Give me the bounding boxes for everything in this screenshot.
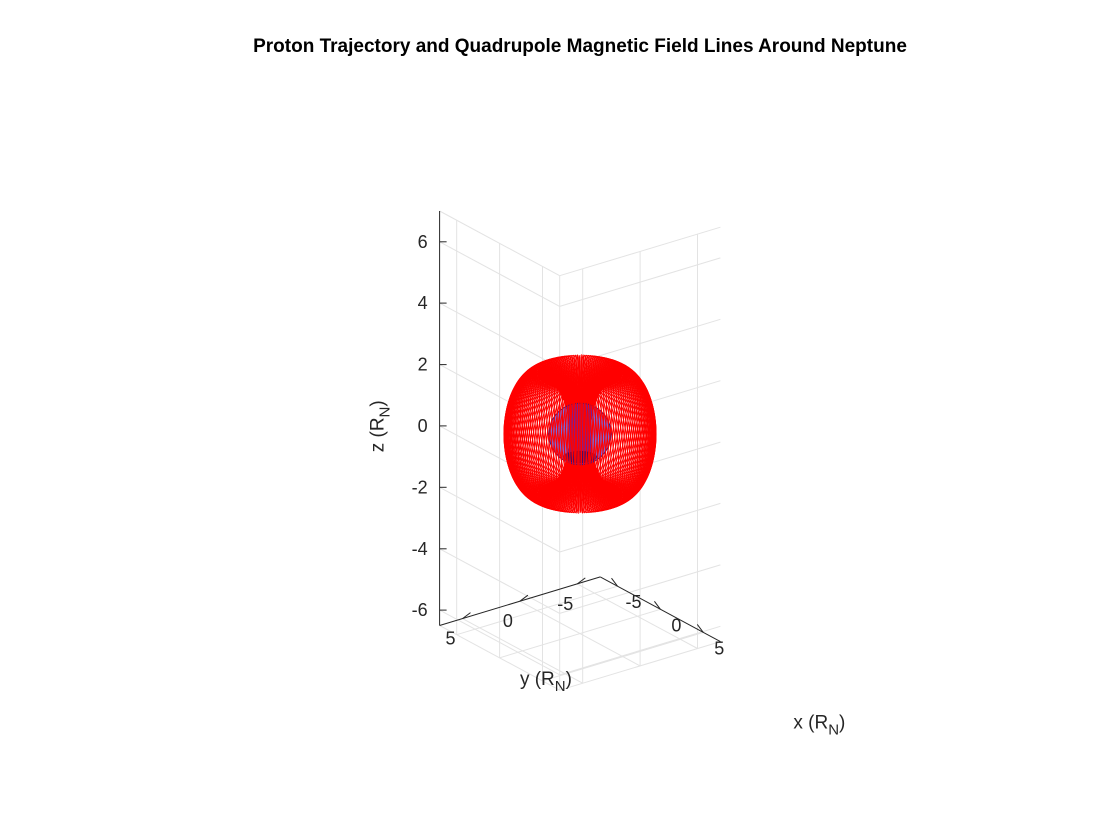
field-line-front: [593, 355, 605, 478]
field-line-front: [589, 390, 599, 513]
field-line-front: [589, 355, 599, 478]
field-line-front: [531, 359, 554, 482]
field-line-front: [607, 386, 631, 509]
field-line-front: [543, 357, 560, 480]
grid-line-z-side: [559, 257, 721, 307]
field-line-front: [529, 359, 553, 482]
field-line-front: [545, 389, 561, 512]
z-tick-label: 6: [418, 232, 428, 252]
field-line-front: [538, 357, 558, 480]
field-line-front: [525, 360, 550, 483]
field-line-front: [527, 360, 551, 482]
x-tick-label: 5: [714, 638, 724, 658]
field-line-front: [612, 384, 639, 507]
field-line-front: [606, 386, 629, 509]
grid-line-z-side: [559, 502, 721, 553]
field-line-front: [582, 354, 586, 477]
field-line-front: [586, 354, 594, 478]
field-line-front: [580, 353, 583, 477]
field-line-front: [551, 356, 565, 479]
field-line-front: [609, 386, 633, 508]
field-line-front: [594, 355, 608, 479]
y-tick-mark: [519, 594, 529, 602]
field-line-front: [555, 390, 567, 513]
x-tick-mark: [611, 577, 618, 587]
field-line-front: [533, 358, 555, 481]
y-axis-label: y (RN): [520, 669, 572, 695]
field-line-front: [536, 358, 556, 481]
z-tick-label: -2: [412, 477, 428, 497]
field-line-front: [596, 356, 610, 479]
field-line-front: [570, 354, 576, 477]
field-line-front: [587, 390, 596, 513]
field-line-front: [583, 354, 588, 477]
z-tick-label: 4: [418, 293, 428, 313]
field-line-front: [599, 356, 615, 479]
field-line-front: [558, 390, 569, 513]
field-line-front: [597, 356, 613, 479]
field-line-front: [611, 385, 637, 507]
grid-line-z-back: [439, 302, 560, 369]
field-line-front: [564, 355, 573, 478]
field-line-front: [561, 355, 571, 478]
field-line-front: [566, 390, 574, 514]
grid-line-z-side: [559, 625, 721, 676]
grid-line-z-back: [439, 241, 560, 307]
x-tick-mark: [654, 600, 661, 610]
x-axis-label: x (RN): [793, 713, 845, 739]
chart-title: Proton Trajectory and Quadrupole Magneti…: [253, 36, 907, 57]
grid-line-z-back: [439, 486, 560, 553]
field-line-front: [595, 389, 609, 512]
x-tick-label: 0: [671, 615, 681, 635]
x-tick-label: -5: [625, 592, 641, 612]
field-line-front: [545, 356, 562, 479]
box-edge: [439, 210, 560, 277]
z-tick-label: 0: [418, 416, 428, 436]
field-line-front: [521, 361, 548, 484]
x-tick-mark: [696, 624, 704, 633]
field-line-front: [613, 384, 641, 506]
field-line-front: [588, 355, 597, 478]
grid-line-z-back: [439, 548, 560, 614]
field-line-front: [585, 354, 591, 477]
y-tick-label: -5: [557, 594, 573, 614]
axis-labels: z (RN) x (RN) y (RN): [368, 400, 846, 738]
field-line-front: [553, 355, 566, 479]
z-axis-label: z (RN): [368, 400, 394, 452]
axes: [439, 211, 721, 643]
field-line-front: [519, 362, 547, 484]
field-line-front: [548, 356, 563, 479]
y-tick-mark: [576, 577, 586, 585]
tick-labels: -6 -4 -2 0 2 4 6 -5 0 5 -5 0 5: [412, 232, 725, 659]
field-line-front: [572, 354, 577, 477]
field-line-front: [567, 354, 574, 478]
grid-line-y-floor: [462, 618, 583, 684]
y-tick-label: 0: [503, 611, 513, 631]
field-line-front: [575, 354, 579, 477]
field-line-front: [523, 361, 549, 483]
grid-line-z-side: [559, 564, 721, 614]
field-line-front: [556, 355, 568, 478]
z-tick-label: 2: [418, 355, 428, 375]
field-line-front: [583, 391, 588, 514]
field-line-front: [559, 355, 569, 478]
z-tick-label: -6: [412, 600, 428, 620]
grid-line-y-floor: [519, 600, 641, 667]
field-line-front: [594, 389, 607, 513]
field-line-front: [591, 355, 602, 478]
grid-line-z-back: [439, 609, 560, 676]
y-tick-label: 5: [445, 629, 455, 649]
y-tick-mark: [462, 612, 471, 619]
field-lines: [503, 353, 657, 515]
field-line-front: [540, 357, 559, 480]
field-line-front: [610, 385, 635, 508]
field-line-front: [569, 391, 575, 514]
z-tick-label: -4: [412, 539, 428, 559]
grid-line-y-floor: [577, 583, 698, 649]
